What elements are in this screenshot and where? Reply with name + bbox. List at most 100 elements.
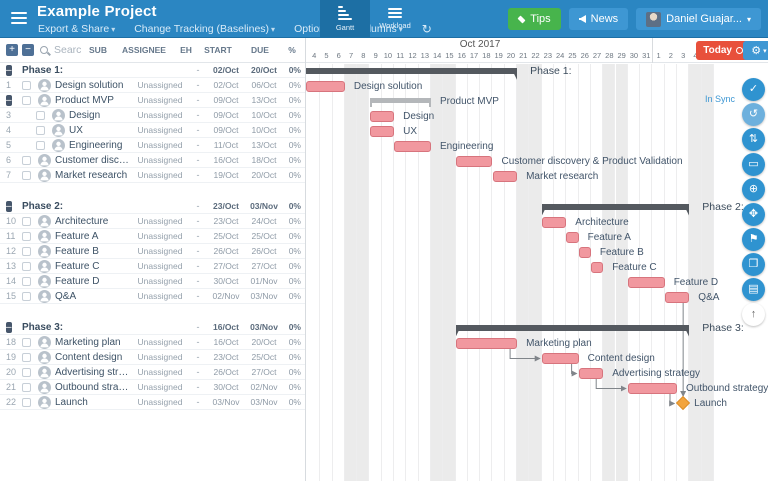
zoom-button[interactable]: ⊕ xyxy=(742,178,765,201)
expand-all-button[interactable]: + xyxy=(6,44,18,56)
day-tick-label: 6 xyxy=(336,51,341,60)
search-input[interactable] xyxy=(54,44,81,56)
task-bar[interactable] xyxy=(492,171,518,182)
task-checkbox[interactable] xyxy=(22,352,31,362)
collapse-toggle-icon[interactable]: – xyxy=(6,65,12,76)
table-row[interactable]: 6 Customer discovery & ... Unassigned - 16/… xyxy=(0,153,305,168)
table-row[interactable]: 19 Content design Unassigned - 23/Oct 25/Oct… xyxy=(0,350,305,365)
column-header-start[interactable]: START xyxy=(204,45,232,55)
task-bar[interactable] xyxy=(541,353,579,364)
day-column xyxy=(308,64,321,481)
day-tick-label: 17 xyxy=(469,51,479,60)
hamburger-menu-icon[interactable] xyxy=(11,12,27,24)
table-row[interactable]: 1 Design solution Unassigned - 02/Oct 06/Oct… xyxy=(0,78,305,93)
news-button[interactable]: News xyxy=(568,8,629,30)
table-row[interactable]: 5 Engineering Unassigned - 11/Oct 13/Oct 0% xyxy=(0,138,305,153)
table-row[interactable]: 14 Feature D Unassigned - 30/Oct 01/Nov 0% xyxy=(0,274,305,289)
phase-row[interactable]: – Phase 1: - 02/Oct 20/Oct 0% xyxy=(0,63,305,78)
task-checkbox[interactable] xyxy=(36,125,45,135)
task-bar[interactable] xyxy=(664,292,690,303)
table-row[interactable]: – Product MVP Unassigned - 09/Oct 13/Oct 0% xyxy=(0,93,305,108)
task-bar[interactable] xyxy=(590,262,604,273)
sync-check-button[interactable]: ✓ xyxy=(742,78,765,101)
tab-gantt[interactable]: Gantt xyxy=(320,0,370,38)
phase-bar[interactable] xyxy=(455,325,690,337)
fit-screen-button[interactable]: ✥ xyxy=(742,203,765,226)
task-checkbox[interactable] xyxy=(22,261,31,271)
today-button[interactable]: Today xyxy=(696,41,750,60)
task-bar[interactable] xyxy=(627,277,665,288)
column-header-pct[interactable]: % xyxy=(288,45,296,55)
task-checkbox[interactable] xyxy=(22,276,31,286)
table-row[interactable]: 20 Advertising strategy Unassigned - 26/Oct… xyxy=(0,365,305,380)
table-row[interactable]: 22 Launch Unassigned - 03/Nov 03/Nov 0% xyxy=(0,395,305,410)
task-checkbox[interactable] xyxy=(22,367,31,377)
overview-map-button[interactable]: ▤ xyxy=(742,278,765,301)
task-checkbox[interactable] xyxy=(22,155,31,165)
duplicate-button[interactable]: ❐ xyxy=(742,253,765,276)
task-bar[interactable] xyxy=(394,141,431,152)
table-row[interactable]: 12 Feature B Unassigned - 26/Oct 26/Oct 0% xyxy=(0,244,305,259)
percent-cell: 0% xyxy=(288,110,301,120)
scroll-to-top-button[interactable]: ↑ xyxy=(742,303,765,326)
task-bar[interactable] xyxy=(455,338,518,349)
eh-cell: - xyxy=(196,110,200,120)
table-row[interactable]: 10 Architecture Unassigned - 23/Oct 24/Oct 0% xyxy=(0,214,305,229)
collapse-all-button[interactable]: − xyxy=(22,44,34,56)
task-bar[interactable] xyxy=(306,81,345,92)
task-bar[interactable] xyxy=(455,156,493,167)
settings-gear-button[interactable]: ⚙ ▾ xyxy=(743,41,768,60)
column-header-due[interactable]: DUE xyxy=(251,45,269,55)
task-checkbox[interactable] xyxy=(22,291,31,301)
column-header-sub[interactable]: SUB xyxy=(89,45,107,55)
table-row[interactable]: 18 Marketing plan Unassigned - 16/Oct 20/Oct… xyxy=(0,335,305,350)
menu-export-share[interactable]: Export & Share ▾ xyxy=(38,23,116,35)
menu-change-tracking[interactable]: Change Tracking (Baselines) ▾ xyxy=(134,23,276,35)
collapse-toggle-icon[interactable]: – xyxy=(6,322,12,333)
task-checkbox[interactable] xyxy=(22,231,31,241)
weekend-column xyxy=(517,64,530,481)
task-checkbox[interactable] xyxy=(22,246,31,256)
table-row[interactable]: 15 Q&A Unassigned - 02/Nov 03/Nov 0% xyxy=(0,289,305,304)
user-menu-button[interactable]: Daniel Guajar... ▾ xyxy=(636,8,761,30)
phase-bar[interactable] xyxy=(306,68,518,80)
task-checkbox[interactable] xyxy=(22,337,31,347)
task-checkbox[interactable] xyxy=(36,140,45,150)
task-bar[interactable] xyxy=(578,368,604,379)
task-checkbox[interactable] xyxy=(22,80,31,90)
tips-button[interactable]: Tips xyxy=(508,8,561,30)
task-bar[interactable] xyxy=(627,383,677,394)
table-row[interactable]: 13 Feature C Unassigned - 27/Oct 27/Oct 0% xyxy=(0,259,305,274)
phase-bar[interactable] xyxy=(541,204,690,216)
task-checkbox[interactable] xyxy=(36,110,45,120)
phase-row[interactable]: – Phase 2: - 23/Oct 03/Nov 0% xyxy=(0,199,305,214)
collapse-toggle-icon[interactable]: – xyxy=(6,95,12,106)
task-bar[interactable] xyxy=(566,232,579,243)
milestone-flag-button[interactable]: ⚑ xyxy=(742,228,765,251)
task-bar[interactable] xyxy=(369,126,395,137)
due-date-cell: 06/Oct xyxy=(251,80,277,90)
undo-button[interactable]: ↺ xyxy=(742,103,765,126)
phase-row[interactable]: – Phase 3: - 16/Oct 03/Nov 0% xyxy=(0,320,305,335)
task-checkbox[interactable] xyxy=(22,95,31,105)
summary-bar[interactable] xyxy=(369,98,431,107)
column-header-eh[interactable]: EH xyxy=(180,45,192,55)
panel-view-button[interactable]: ▭ xyxy=(742,153,765,176)
sort-tasks-button[interactable]: ⇅ xyxy=(742,128,765,151)
collapse-toggle-icon[interactable]: – xyxy=(6,201,12,212)
table-row[interactable]: 11 Feature A Unassigned - 25/Oct 25/Oct 0% xyxy=(0,229,305,244)
table-row[interactable]: 3 Design Unassigned - 09/Oct 10/Oct 0% xyxy=(0,108,305,123)
task-checkbox[interactable] xyxy=(22,382,31,392)
task-checkbox[interactable] xyxy=(22,170,31,180)
table-row[interactable]: 7 Market research Unassigned - 19/Oct 20/Oct… xyxy=(0,168,305,183)
table-row[interactable]: 4 UX Unassigned - 09/Oct 10/Oct 0% xyxy=(0,123,305,138)
task-bar[interactable] xyxy=(369,111,395,122)
task-checkbox[interactable] xyxy=(22,216,31,226)
task-checkbox[interactable] xyxy=(22,397,31,407)
task-bar[interactable] xyxy=(541,217,567,228)
task-bar[interactable] xyxy=(578,247,591,258)
table-row[interactable]: 21 Outbound strategy Unassigned - 30/Oct 02/… xyxy=(0,380,305,395)
refresh-icon[interactable]: ↻ xyxy=(421,22,432,36)
tab-workload[interactable]: Workload xyxy=(370,0,420,38)
column-header-assignee[interactable]: ASSIGNEE xyxy=(122,45,166,55)
